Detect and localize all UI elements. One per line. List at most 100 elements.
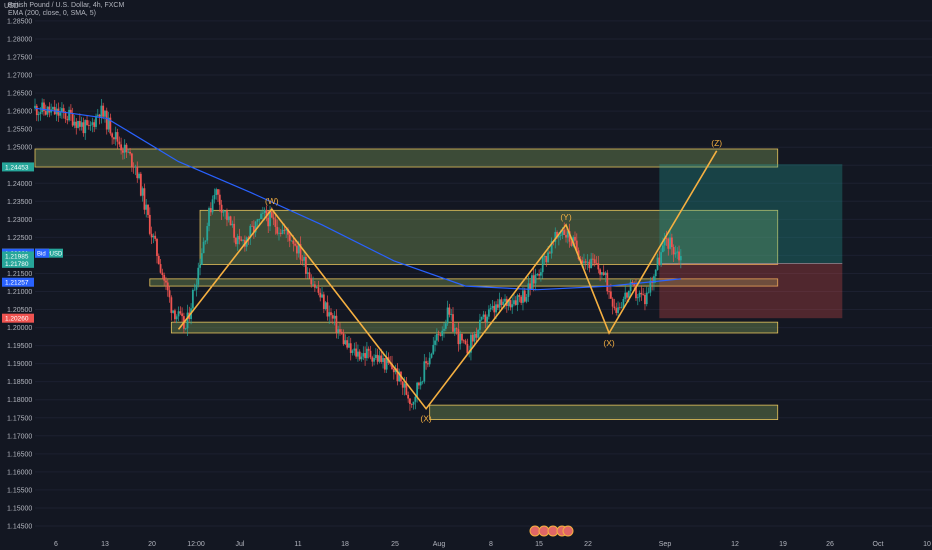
x-tick-label: 8 <box>489 541 493 548</box>
candle <box>493 301 496 318</box>
candle <box>355 341 358 359</box>
candle-body <box>574 236 576 241</box>
candle-body <box>52 106 54 110</box>
candle-body <box>75 121 78 128</box>
wave-label: (Y) <box>560 212 572 222</box>
candle <box>507 299 510 311</box>
x-axis[interactable]: 6 13 20 12:00 Jul 11 18 25 Aug 8 15 22 Sep 12 19 26 Oct 1… <box>54 541 931 548</box>
candle <box>638 290 641 302</box>
x-tick-label: 20 <box>148 541 156 548</box>
event-icons[interactable] <box>529 525 574 537</box>
candle <box>98 113 101 125</box>
candle <box>78 113 81 131</box>
candle <box>209 202 212 217</box>
candle <box>319 288 322 302</box>
candle-body <box>287 228 289 235</box>
candle-body <box>165 280 167 283</box>
candle <box>206 222 209 244</box>
x-tick-label: 22 <box>584 541 592 548</box>
candle <box>592 253 594 267</box>
candle <box>679 249 682 269</box>
candle <box>513 293 515 307</box>
candle-body <box>269 212 271 227</box>
candle-body <box>459 333 462 345</box>
candle <box>653 274 655 291</box>
candle-body <box>679 256 682 261</box>
candle-body <box>211 199 214 213</box>
y-tick-label: 1.28000 <box>7 36 32 43</box>
candle <box>317 280 320 296</box>
candle-body <box>252 226 255 233</box>
y-axis[interactable]: 1.28500 1.28000 1.27500 1.27000 1.26500 1.260… <box>7 18 32 530</box>
candle-body <box>448 307 451 315</box>
candle-body <box>498 299 501 308</box>
candle <box>252 220 255 239</box>
candle <box>344 334 347 345</box>
candle-body <box>344 340 347 345</box>
candle <box>324 301 327 311</box>
price-tag-box <box>2 251 34 261</box>
candle-body <box>147 204 149 215</box>
candle-body <box>635 285 637 299</box>
candle-body <box>251 225 253 227</box>
y-tick-label: 1.22500 <box>7 235 32 242</box>
candle <box>525 294 528 304</box>
price-tag: 1.21985 <box>2 251 34 260</box>
indicator-label[interactable]: EMA (200, close, 0, SMA, 5) <box>8 10 96 17</box>
candle-body <box>254 221 257 233</box>
candle <box>649 277 652 297</box>
position-tool[interactable] <box>659 164 843 319</box>
candle <box>37 111 40 122</box>
candle-body <box>662 245 664 253</box>
candle <box>575 233 578 253</box>
candle-body <box>326 302 329 317</box>
candle-body <box>73 121 76 126</box>
candle <box>127 149 130 153</box>
candle-body <box>134 166 137 168</box>
candle <box>453 323 456 336</box>
candle-body <box>624 292 627 299</box>
wave-label: (X) <box>420 414 432 424</box>
candle <box>148 207 151 236</box>
candle <box>450 308 453 321</box>
candle <box>371 355 374 367</box>
price-tag: 1.21780 <box>2 258 34 268</box>
candle-body <box>208 208 210 227</box>
candle-body <box>44 111 47 115</box>
candle-body <box>294 243 297 246</box>
candle <box>654 269 657 284</box>
y-tick-label: 1.19000 <box>7 361 32 368</box>
candle-body <box>367 348 370 351</box>
candle <box>590 252 593 269</box>
y-tick-label: 1.14500 <box>7 523 32 530</box>
y-tick-label: 1.23500 <box>7 199 32 206</box>
price-tag-label: 1.21985 <box>5 253 29 260</box>
candle <box>111 132 114 145</box>
candle-body <box>412 401 415 405</box>
candle <box>256 218 259 228</box>
candle <box>346 337 349 350</box>
candle <box>303 252 305 268</box>
candle-body <box>337 329 340 333</box>
candle <box>193 283 196 291</box>
price-tag-side-label: GBPUSD <box>37 252 63 258</box>
candle <box>229 215 232 226</box>
candle <box>116 128 119 149</box>
candle-body <box>566 231 569 238</box>
candle-body <box>348 343 350 348</box>
candle-body <box>383 358 386 370</box>
candle <box>86 115 88 126</box>
candle-body <box>541 257 544 273</box>
candle <box>635 278 637 302</box>
price-tag-box <box>2 162 34 172</box>
candle <box>640 285 643 301</box>
candle <box>235 236 237 247</box>
candle-body <box>310 278 313 285</box>
candle <box>518 293 521 303</box>
symbol-title[interactable]: British Pound / U.S. Dollar, 4h, FXCM <box>8 2 125 9</box>
candle-body <box>59 112 62 116</box>
candle-body <box>487 309 490 317</box>
candle <box>215 187 218 200</box>
candle <box>136 161 139 183</box>
